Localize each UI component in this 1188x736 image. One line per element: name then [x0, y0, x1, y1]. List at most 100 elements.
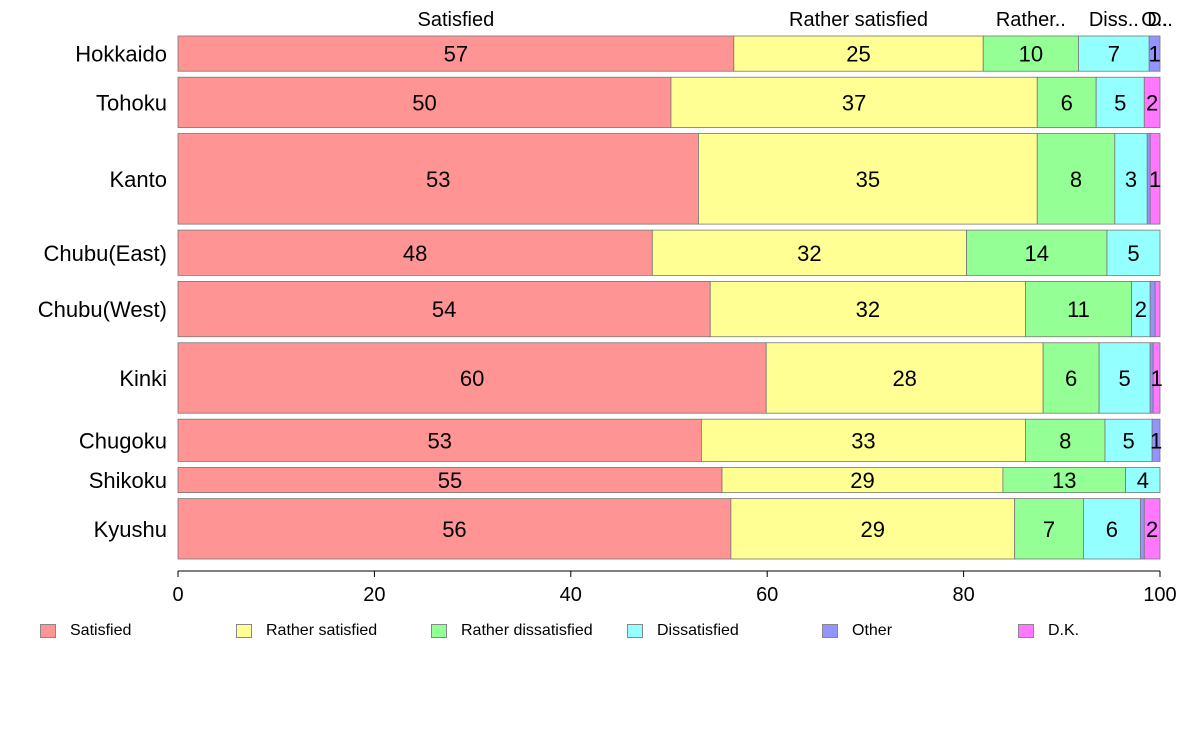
bar-segment [1148, 35, 1161, 72]
y-tick-label: Chubu(West) [38, 297, 167, 322]
bar-segment [177, 76, 672, 128]
legend-swatch [822, 624, 838, 638]
bar-segment [1139, 498, 1145, 560]
data-label: 14 [1025, 241, 1049, 266]
legend-item: Rather satisfied [236, 622, 377, 640]
data-label: 33 [851, 428, 875, 453]
legend: Satisfied Rather satisfied Rather dissatis… [0, 622, 1188, 646]
bar-segment [1143, 498, 1161, 560]
x-tick-label: 0 [172, 584, 183, 606]
x-tick-label: 60 [756, 584, 778, 606]
x-tick-label: 40 [560, 584, 582, 606]
bar-segment [670, 76, 1038, 128]
legend-item: Other [822, 622, 892, 640]
data-label: 11 [1067, 297, 1090, 322]
bar-segment [709, 280, 1026, 338]
bar-segment [1152, 342, 1161, 414]
bar-segment [1151, 418, 1161, 462]
chart: Satisfied Rather satisfied Rather.. Diss.. O… [38, 9, 1177, 606]
legend-item: D.K. [1018, 622, 1079, 640]
y-tick-label: Kinki [119, 366, 167, 391]
data-label: 2 [1135, 297, 1147, 322]
column-label: Rather.. [996, 9, 1066, 31]
bar-segment [1098, 342, 1151, 414]
column-label: Rather satisfied [789, 9, 928, 31]
bar-segment [1002, 467, 1127, 494]
data-label: 29 [850, 468, 874, 493]
x-tick-label: 80 [952, 584, 974, 606]
data-label: 29 [861, 517, 885, 542]
legend-label: Dissatisfied [657, 622, 739, 639]
column-label: Satisfied [418, 9, 495, 31]
data-label: 37 [842, 90, 866, 115]
legend-swatch [1018, 624, 1034, 638]
data-label: 28 [892, 366, 916, 391]
bar-segment [1036, 133, 1116, 225]
data-label: 54 [432, 297, 456, 322]
column-label: D.. [1147, 9, 1173, 31]
y-axis-labels: Hokkaido Tohoku Kanto Chubu(East) Chubu(West… [38, 42, 167, 542]
data-label: 1 [1149, 167, 1161, 192]
bar-segment [1025, 280, 1132, 338]
data-label: 1 [1150, 428, 1162, 453]
y-tick-label: Shikoku [89, 468, 167, 493]
data-label: 1 [1150, 366, 1162, 391]
bar-segment [651, 229, 967, 276]
data-label: 7 [1108, 42, 1120, 67]
data-label: 10 [1019, 42, 1043, 67]
data-label: 13 [1052, 468, 1076, 493]
column-labels: Satisfied Rather satisfied Rather.. Diss.. O… [418, 9, 1173, 31]
column-label: O.. [1141, 9, 1168, 31]
legend-swatch [431, 624, 447, 638]
bar-segment [765, 342, 1044, 414]
bar-segment [1095, 76, 1145, 128]
data-label: 2 [1146, 517, 1158, 542]
bar-segment [1083, 498, 1141, 560]
bar-segment [1042, 342, 1100, 414]
legend-label: Rather satisfied [266, 622, 378, 639]
bar-segment [1025, 418, 1106, 462]
data-label: 1 [1148, 42, 1160, 67]
column-label: Diss.. [1089, 9, 1139, 31]
data-label: 25 [846, 42, 870, 67]
data-label: 32 [797, 241, 821, 266]
data-label: 57 [444, 42, 468, 67]
data-label: 4 [1137, 468, 1149, 493]
data-label: 6 [1061, 90, 1073, 115]
data-label: 6 [1106, 517, 1118, 542]
data-label: 60 [460, 366, 484, 391]
y-tick-label: Tohoku [96, 90, 167, 115]
bar-segment [177, 280, 711, 338]
legend-swatch [236, 624, 252, 638]
bar-segment [177, 467, 723, 494]
x-tick-label: 20 [363, 584, 385, 606]
bar-segment [1149, 133, 1161, 225]
bar-segment [966, 229, 1108, 276]
legend-label: Rather dissatisfied [461, 622, 593, 639]
bar-segment [733, 35, 984, 72]
bars: 57 25 10 7 150 37 6 5 253 35 8 3 148 32 14 554 32 11 260 28… [177, 35, 1163, 560]
y-tick-label: Hokkaido [75, 42, 167, 67]
data-label: 32 [856, 297, 880, 322]
legend-swatch [40, 624, 56, 638]
bar-segment [1104, 418, 1153, 462]
data-label: 56 [442, 517, 466, 542]
y-tick-label: Chugoku [79, 428, 167, 453]
y-tick-label: Chubu(East) [43, 241, 167, 266]
bar-segment [1014, 498, 1084, 560]
bar-segment [698, 133, 1038, 225]
legend-item: Dissatisfied [627, 622, 739, 640]
data-label: 2 [1146, 90, 1158, 115]
data-label: 53 [427, 428, 451, 453]
bar-segment [177, 342, 767, 414]
legend-label: Other [852, 622, 893, 639]
bar-segment [177, 133, 699, 225]
bar-segment [1114, 133, 1148, 225]
legend-item: Rather dissatisfied [431, 622, 593, 640]
legend-item: Satisfied [40, 622, 131, 640]
data-label: 8 [1070, 167, 1082, 192]
bar-segment [1036, 76, 1097, 128]
data-label: 5 [1114, 90, 1126, 115]
data-label: 7 [1043, 517, 1055, 542]
x-tick-label: 100 [1143, 584, 1176, 606]
